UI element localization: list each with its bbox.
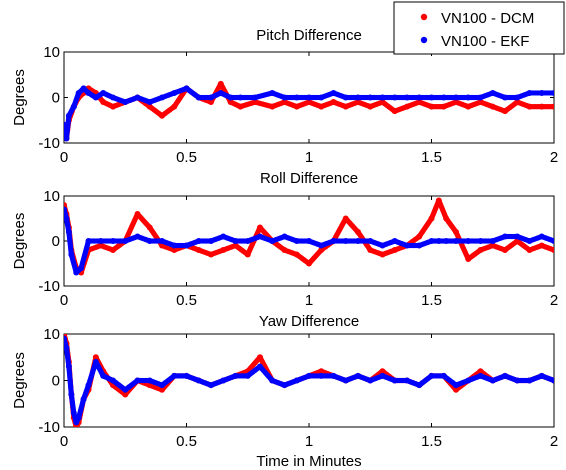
series-group bbox=[64, 80, 554, 142]
x-tick-label: 1 bbox=[305, 433, 313, 450]
series-ekf bbox=[64, 335, 554, 426]
y-axis-label: Degrees bbox=[11, 69, 28, 126]
x-tick-label: 0.5 bbox=[176, 149, 197, 166]
y-tick-label: -10 bbox=[38, 278, 60, 295]
x-tick-label: 2 bbox=[550, 292, 558, 309]
subplot-title: Pitch Difference bbox=[256, 27, 362, 44]
y-tick-label: -10 bbox=[38, 135, 60, 152]
y-tick-label: -10 bbox=[38, 419, 60, 436]
x-tick-label: 0 bbox=[60, 149, 68, 166]
series-ekf bbox=[64, 206, 554, 276]
y-axis-label: Degrees bbox=[11, 213, 28, 270]
x-tick-label: 2 bbox=[550, 149, 558, 166]
data-point bbox=[551, 247, 554, 253]
x-tick-label: 0 bbox=[60, 292, 68, 309]
data-point bbox=[551, 89, 554, 96]
x-tick-label: 1 bbox=[305, 292, 313, 309]
series-group bbox=[64, 334, 554, 427]
y-tick-label: 10 bbox=[43, 326, 60, 343]
subplot-title: Roll Difference bbox=[260, 170, 358, 187]
subplot-title: Yaw Difference bbox=[259, 313, 359, 330]
y-axis-label: Degrees bbox=[11, 352, 28, 409]
data-point bbox=[551, 377, 554, 384]
legend-label-ekf: VN100 - EKF bbox=[441, 33, 529, 50]
y-tick-label: 10 bbox=[43, 44, 60, 61]
series-group bbox=[64, 197, 554, 276]
x-tick-label: 0 bbox=[60, 433, 68, 450]
data-point bbox=[551, 103, 554, 110]
legend-marker-dcm bbox=[420, 13, 428, 21]
x-tick-label: 1 bbox=[305, 149, 313, 166]
x-axis-label: Time in Minutes bbox=[256, 453, 361, 470]
x-tick-label: 0.5 bbox=[176, 292, 197, 309]
x-tick-label: 1.5 bbox=[421, 433, 442, 450]
y-tick-label: 0 bbox=[52, 373, 60, 390]
x-tick-label: 0.5 bbox=[176, 433, 197, 450]
y-tick-label: 0 bbox=[52, 233, 60, 250]
legend: VN100 - DCM VN100 - EKF bbox=[393, 1, 565, 55]
legend-box bbox=[393, 1, 565, 55]
series-ekf bbox=[64, 85, 554, 142]
data-point bbox=[551, 238, 554, 244]
x-tick-label: 1.5 bbox=[421, 149, 442, 166]
x-tick-label: 2 bbox=[550, 433, 558, 450]
y-tick-label: 0 bbox=[52, 90, 60, 107]
legend-label-dcm: VN100 - DCM bbox=[441, 10, 534, 27]
y-tick-label: 10 bbox=[43, 188, 60, 205]
x-tick-label: 1.5 bbox=[421, 292, 442, 309]
legend-marker-ekf bbox=[420, 36, 428, 44]
